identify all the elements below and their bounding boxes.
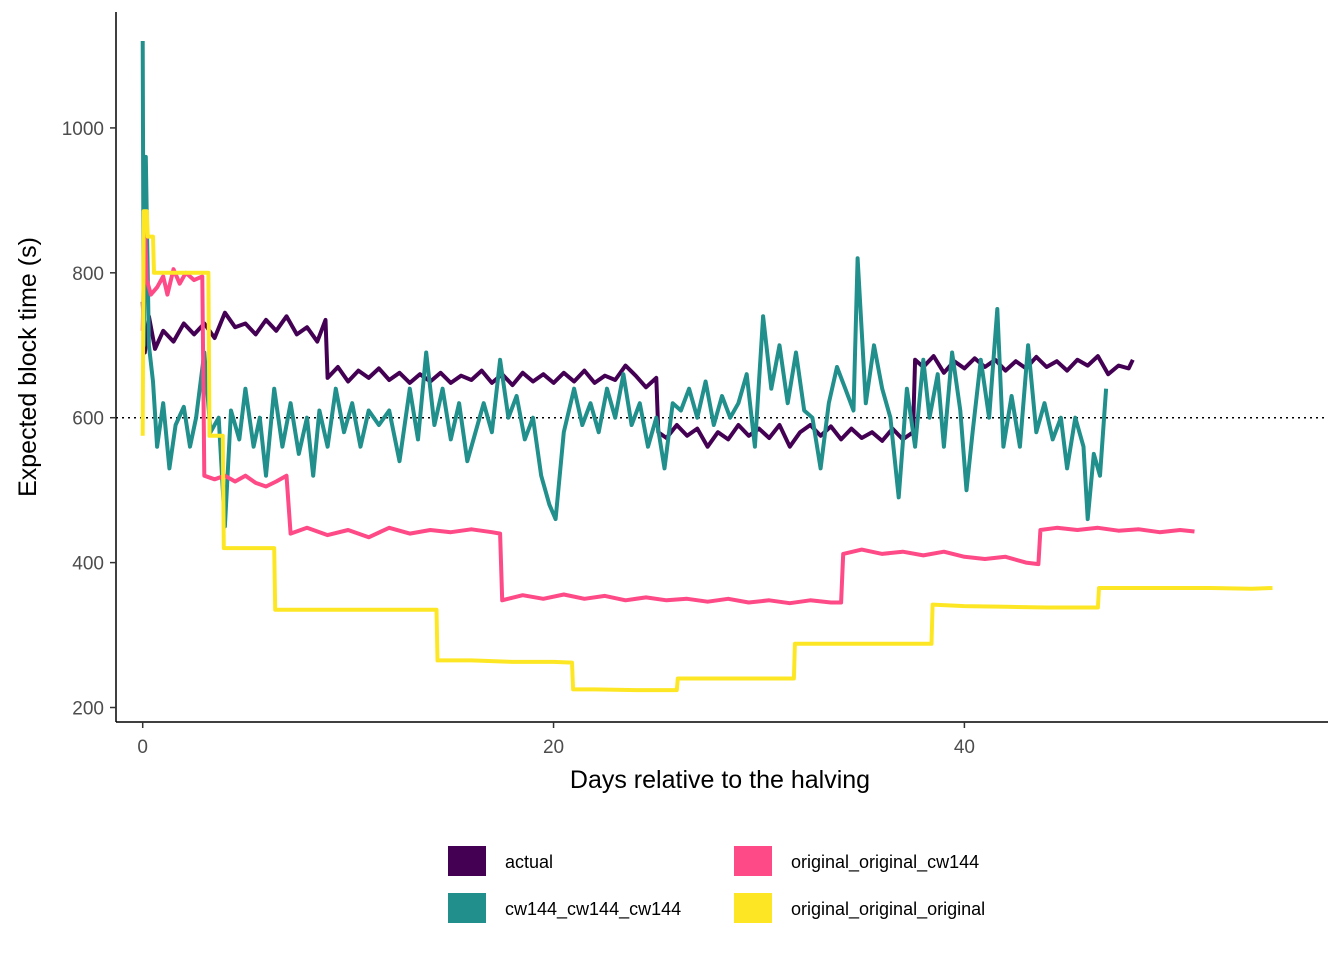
- x-tick-label: 0: [137, 737, 148, 758]
- y-tick-label: 600: [72, 409, 104, 430]
- legend-label: cw144_cw144_cw144: [505, 899, 681, 920]
- plot-area: [116, 40, 1328, 693]
- series-line-cw144-cw144-cw144: [140, 40, 1109, 529]
- legend-key-original-original-original: [734, 893, 772, 923]
- legend-key-actual: [448, 846, 486, 876]
- legend-label: actual: [505, 852, 553, 872]
- y-tick-label: 800: [72, 264, 104, 285]
- legend-label: original_original_original: [791, 899, 985, 920]
- legend-key-original-original-cw144: [734, 846, 772, 876]
- x-axis-ticks: 0 20 40: [137, 722, 975, 758]
- series-line-actual: [140, 301, 1135, 449]
- x-axis-title: Days relative to the halving: [570, 766, 870, 794]
- legend: actual cw144_cw144_cw144 original_original…: [448, 846, 985, 923]
- series-lines: [140, 40, 1273, 693]
- series-line-original-original-original: [140, 209, 1273, 693]
- x-tick-label: 20: [543, 737, 564, 758]
- y-axis-ticks: 200 400 600 800 1000: [62, 119, 116, 720]
- y-tick-label: 1000: [62, 119, 104, 140]
- x-tick-label: 40: [954, 737, 975, 758]
- legend-label: original_original_cw144: [791, 852, 979, 873]
- y-axis-title: Expected block time (s): [14, 237, 42, 497]
- legend-key-cw144-cw144-cw144: [448, 893, 486, 923]
- series-line-original-original-cw144: [140, 220, 1195, 606]
- y-tick-label: 400: [72, 554, 104, 575]
- y-tick-label: 200: [72, 699, 104, 720]
